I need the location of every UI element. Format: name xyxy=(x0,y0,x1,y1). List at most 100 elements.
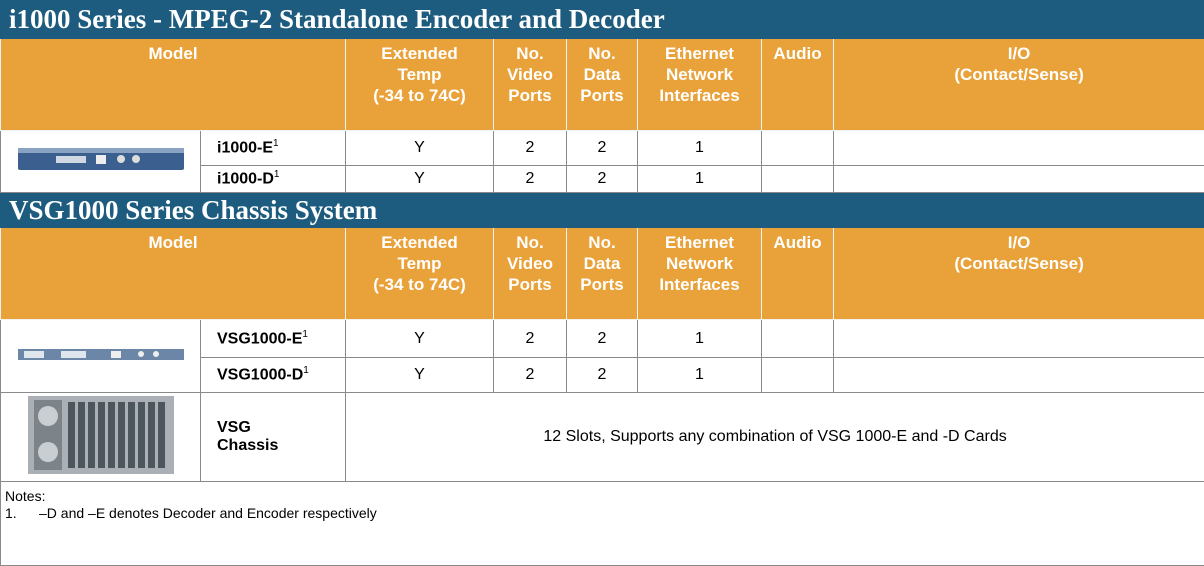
header-text: Ethernet xyxy=(665,44,734,63)
header-text: Ports xyxy=(580,275,623,294)
image-cell xyxy=(1,320,201,393)
footnote-mark: 1 xyxy=(274,169,280,180)
value-cell: Y xyxy=(346,358,494,393)
empty-cell xyxy=(834,131,1204,166)
empty-cell xyxy=(762,358,834,393)
value-cell: Y xyxy=(346,320,494,358)
header-text: Data xyxy=(584,254,621,273)
section-title: VSG1000 Series Chassis System xyxy=(1,193,1204,228)
model-cell: VSG1000-D1 xyxy=(201,358,346,393)
note-number: 1. xyxy=(5,505,39,522)
column-header: No. Video Ports xyxy=(494,39,567,131)
column-header: No. Data Ports xyxy=(567,39,638,131)
header-text: Audio xyxy=(773,44,821,63)
value-cell: 2 xyxy=(494,131,567,166)
empty-cell xyxy=(834,320,1204,358)
header-text: Temp xyxy=(397,65,441,84)
empty-cell xyxy=(834,166,1204,193)
value-cell: 1 xyxy=(638,320,762,358)
header-text: Extended xyxy=(381,233,458,252)
header-text: Data xyxy=(584,65,621,84)
header-text: Ports xyxy=(508,86,551,105)
header-text: No. xyxy=(516,233,543,252)
header-text: Ports xyxy=(580,86,623,105)
value-cell: Y xyxy=(346,131,494,166)
header-text: I/O xyxy=(1008,233,1031,252)
value-cell: 2 xyxy=(567,358,638,393)
notes-cell: Notes:1.–D and –E denotes Decoder and En… xyxy=(1,482,1204,566)
header-text: Model xyxy=(148,44,197,63)
model-cell: VSG1000-E1 xyxy=(201,320,346,358)
column-header: No. Video Ports xyxy=(494,228,567,320)
header-text: No. xyxy=(588,44,615,63)
footnote-mark: 1 xyxy=(273,138,279,149)
value-cell: 1 xyxy=(638,131,762,166)
image-cell xyxy=(1,131,201,193)
value-cell: 2 xyxy=(567,131,638,166)
table-row: i1000 Series - MPEG-2 Standalone Encoder… xyxy=(1,1,1204,39)
header-text: No. xyxy=(588,233,615,252)
note-text: –D and –E denotes Decoder and Encoder re… xyxy=(39,505,377,521)
column-header: Ethernet Network Interfaces xyxy=(638,39,762,131)
product-image xyxy=(26,394,176,476)
header-text: Network xyxy=(666,65,733,84)
image-cell xyxy=(1,393,201,482)
notes-label: Notes: xyxy=(5,488,1204,505)
column-header: Extended Temp (-34 to 74C) xyxy=(346,228,494,320)
column-header: Model xyxy=(1,39,346,131)
header-text: Ethernet xyxy=(665,233,734,252)
empty-cell xyxy=(834,358,1204,393)
value-cell: 1 xyxy=(638,358,762,393)
header-text: No. xyxy=(516,44,543,63)
note-item: 1.–D and –E denotes Decoder and Encoder … xyxy=(5,505,1204,522)
header-text: Interfaces xyxy=(659,275,739,294)
header-text: Network xyxy=(666,254,733,273)
column-header: Ethernet Network Interfaces xyxy=(638,228,762,320)
model-cell: i1000-D1 xyxy=(201,166,346,193)
value-cell: 2 xyxy=(567,320,638,358)
table-row: Notes:1.–D and –E denotes Decoder and En… xyxy=(1,482,1204,566)
model-name: VSG1000-D xyxy=(217,367,303,384)
header-text: I/O xyxy=(1008,44,1031,63)
column-header: No. Data Ports xyxy=(567,228,638,320)
value-cell: 2 xyxy=(494,320,567,358)
model-name: Chassis xyxy=(217,437,278,454)
column-header: Audio xyxy=(762,39,834,131)
header-text: Interfaces xyxy=(659,86,739,105)
header-text: Video xyxy=(507,254,553,273)
column-header: I/O (Contact/Sense) xyxy=(834,39,1204,131)
column-header: I/O (Contact/Sense) xyxy=(834,228,1204,320)
empty-cell xyxy=(762,166,834,193)
value-cell: 2 xyxy=(567,166,638,193)
empty-cell xyxy=(762,131,834,166)
column-header: Audio xyxy=(762,228,834,320)
product-image xyxy=(16,144,186,174)
model-cell: i1000-E1 xyxy=(201,131,346,166)
header-text: Ports xyxy=(508,275,551,294)
header-text: (Contact/Sense) xyxy=(954,254,1083,273)
header-text: (Contact/Sense) xyxy=(954,65,1083,84)
product-image xyxy=(16,344,186,364)
column-header: Model xyxy=(1,228,346,320)
footnote-mark: 1 xyxy=(303,365,309,376)
footnote-mark: 1 xyxy=(302,329,308,340)
section-title: i1000 Series - MPEG-2 Standalone Encoder… xyxy=(1,1,1204,39)
empty-cell xyxy=(762,320,834,358)
header-text: Video xyxy=(507,65,553,84)
model-name: VSG xyxy=(217,419,251,436)
header-text: (-34 to 74C) xyxy=(373,86,466,105)
header-text: (-34 to 74C) xyxy=(373,275,466,294)
model-name: i1000-E xyxy=(217,140,273,157)
value-cell: 2 xyxy=(494,358,567,393)
table-row: VSG1000 Series Chassis System xyxy=(1,193,1204,228)
header-text: Model xyxy=(148,233,197,252)
table-row: Model Extended Temp (-34 to 74C) No. Video Por… xyxy=(1,228,1204,320)
header-text: Temp xyxy=(397,254,441,273)
